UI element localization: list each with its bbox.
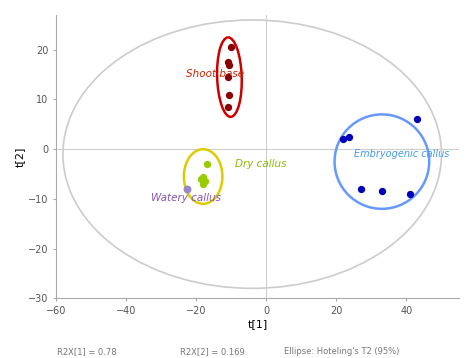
Point (224, 74, 231, 80)
Text: Embryogenic callus: Embryogenic callus (354, 149, 449, 159)
Point (406, 191, 414, 197)
Point (224, 59, 231, 65)
Point (226, 92, 233, 97)
Point (203, 161, 210, 167)
Point (198, 176, 205, 182)
Point (200, 181, 207, 187)
Point (413, 116, 421, 122)
Point (224, 104, 231, 110)
Text: Watery callus: Watery callus (151, 193, 220, 203)
Point (378, 189, 386, 194)
Text: Ellipse: Hoteling's T2 (95%): Ellipse: Hoteling's T2 (95%) (284, 347, 400, 357)
Point (339, 136, 347, 142)
Text: R2X[1] = 0.78: R2X[1] = 0.78 (57, 347, 117, 357)
Point (357, 186, 365, 192)
Text: Shoot base: Shoot base (186, 69, 244, 79)
Point (226, 62, 233, 68)
Point (228, 44, 235, 50)
Point (200, 174, 207, 179)
Point (201, 179, 209, 184)
Y-axis label: t[2]: t[2] (15, 146, 25, 167)
Point (183, 186, 191, 192)
X-axis label: t[1]: t[1] (247, 319, 268, 329)
Point (345, 134, 352, 140)
Text: R2X[2] = 0.169: R2X[2] = 0.169 (180, 347, 245, 357)
Text: Dry callus: Dry callus (235, 159, 286, 169)
